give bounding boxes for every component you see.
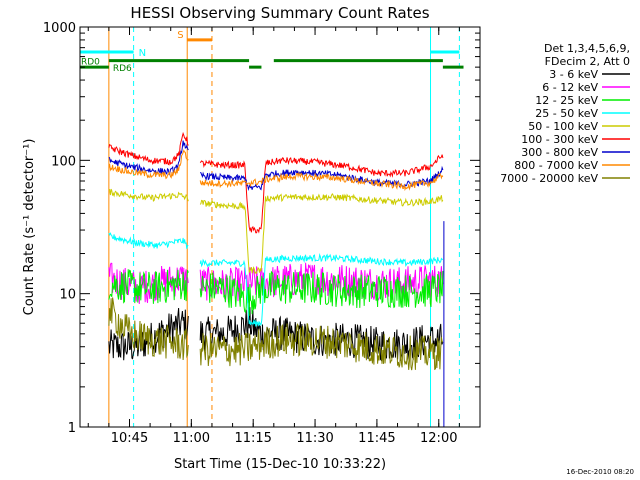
flags-layer: N S RD0 RD6 — [80, 27, 464, 427]
chart-title: HESSI Observing Summary Count Rates — [130, 4, 429, 22]
series-line — [108, 297, 189, 361]
footer-timestamp: 16-Dec-2010 08:20 — [566, 468, 634, 476]
y-tick-label: 1 — [68, 421, 76, 436]
flag-n-label: N — [139, 48, 146, 59]
series-line — [199, 171, 444, 192]
y-tick-label: 100 — [51, 154, 76, 169]
x-tick-label: 11:00 — [173, 431, 210, 446]
y-tick-label: 1000 — [43, 21, 76, 36]
series-line — [108, 232, 189, 249]
flag-rd0-label: RD0 — [81, 58, 100, 68]
legend-header-line-1: Det 1,3,4,5,6,9, — [544, 42, 630, 55]
x-tick-label: 12:00 — [420, 431, 457, 446]
x-tick-label: 11:30 — [296, 431, 333, 446]
plot-frame — [79, 26, 481, 428]
x-tick-label: 10:45 — [111, 431, 148, 446]
legend-label: 7000 - 20000 keV — [500, 172, 598, 185]
series-layer — [108, 131, 445, 427]
series-line — [108, 149, 189, 180]
series-line — [199, 253, 444, 327]
x-tick-label: 11:15 — [234, 431, 271, 446]
legend-label: 100 - 300 keV — [521, 133, 598, 146]
series-line — [199, 270, 444, 316]
y-axis-label: Count Rate (s⁻¹ detector⁻¹) — [22, 139, 37, 316]
series-line — [108, 131, 189, 166]
series-line — [108, 269, 189, 304]
legend-label: 300 - 800 keV — [521, 146, 598, 159]
series-line — [199, 192, 444, 275]
series-line — [108, 140, 189, 176]
legend-label: 6 - 12 keV — [542, 81, 598, 94]
legend-label: 50 - 100 keV — [528, 120, 598, 133]
series-line — [199, 323, 444, 371]
legend-label: 3 - 6 keV — [549, 68, 598, 81]
series-line — [199, 154, 444, 234]
legend-label: 12 - 25 keV — [535, 94, 598, 107]
x-tick-label: 11:45 — [358, 431, 395, 446]
ticks-layer: 10:45 11:00 11:15 11:30 11:45 12:00 1 10 100 1000 — [43, 21, 481, 446]
legend-header-line-2: FDecim 2, Att 0 — [545, 55, 630, 68]
legend-label: 800 - 7000 keV — [514, 159, 598, 172]
x-axis-label: Start Time (15-Dec-10 10:33:22) — [174, 457, 386, 472]
series-line — [108, 188, 189, 202]
flag-s-label: S — [177, 30, 183, 41]
y-tick-label: 10 — [59, 288, 76, 303]
flag-rd6-label: RD6 — [113, 64, 132, 74]
legend-label: 25 - 50 keV — [535, 107, 598, 120]
